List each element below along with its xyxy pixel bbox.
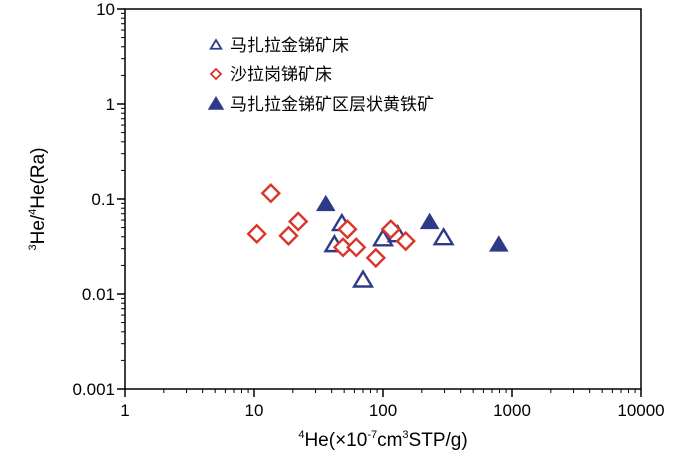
y-tick-label: 0.001 [72,380,115,399]
diamond-data-point [278,225,299,246]
filled-triangle-data-point [488,235,509,252]
axis-ticks [117,8,642,397]
x-tick-label: 10 [245,401,264,420]
legend-filled-triangle-icon [207,96,225,110]
y-tick-label: 10 [96,0,115,19]
y-tick-label: 0.1 [91,190,115,209]
diamond-data-point [346,237,367,258]
diamond-data-point [380,219,402,240]
y-axis-title: 3He/4He(Ra) [27,147,49,250]
diamond-data-point [395,230,416,252]
y-tick-label: 0.01 [82,285,115,304]
legend-label: 马扎拉金锑矿床 [230,36,349,56]
legend-open-triangle-icon [209,38,223,50]
diamond-data-point [246,223,267,245]
diamond-data-point [260,183,282,204]
legend-diamond-icon [209,67,223,81]
diamond-data-point [287,211,309,232]
legend-label: 马扎拉金锑矿区层状黄铁矿 [230,95,434,115]
x-tick-labels: 1 10 100 1000 10000 [120,401,664,420]
open-triangle-data-point [351,269,375,288]
data-points [246,183,509,288]
x-axis-title: 4He(×10-7cm3STP/g) [298,429,467,451]
diamond-data-point [365,247,387,269]
open-triangle-data-point [432,227,455,246]
x-tick-label: 1 [120,401,129,420]
legend-label: 沙拉岗锑矿床 [230,65,332,85]
filled-triangle-data-point [419,212,440,230]
x-tick-label: 10000 [617,401,664,420]
y-tick-labels: 0.001 0.01 0.1 1 10 [72,0,115,399]
filled-triangle-data-point [315,194,336,212]
y-tick-label: 1 [106,95,115,114]
diamond-data-point [332,237,354,258]
plot-frame [124,8,642,390]
x-tick-label: 100 [369,401,397,420]
diamond-data-point [337,219,358,240]
x-tick-label: 1000 [493,401,531,420]
